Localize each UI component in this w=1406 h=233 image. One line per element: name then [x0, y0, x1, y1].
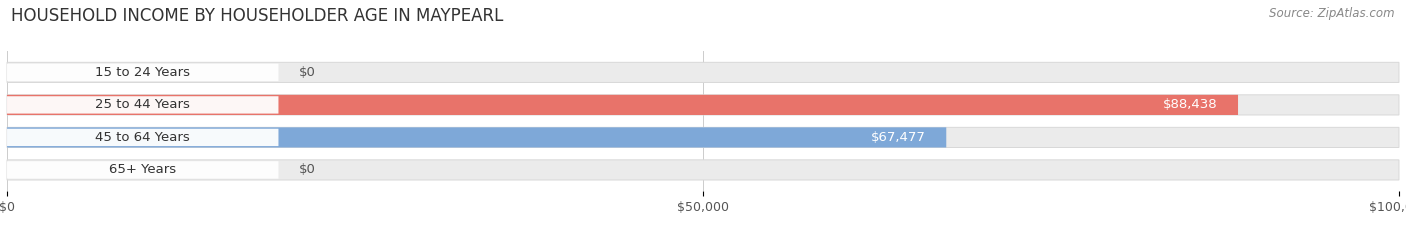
Text: $88,438: $88,438	[1163, 98, 1218, 111]
Text: 45 to 64 Years: 45 to 64 Years	[96, 131, 190, 144]
FancyBboxPatch shape	[7, 127, 946, 147]
Text: Source: ZipAtlas.com: Source: ZipAtlas.com	[1270, 7, 1395, 20]
FancyBboxPatch shape	[7, 62, 1399, 82]
Text: 65+ Years: 65+ Years	[110, 163, 176, 176]
FancyBboxPatch shape	[7, 160, 1399, 180]
Text: HOUSEHOLD INCOME BY HOUSEHOLDER AGE IN MAYPEARL: HOUSEHOLD INCOME BY HOUSEHOLDER AGE IN M…	[11, 7, 503, 25]
Text: $67,477: $67,477	[870, 131, 925, 144]
FancyBboxPatch shape	[7, 96, 278, 113]
Text: 25 to 44 Years: 25 to 44 Years	[96, 98, 190, 111]
Text: $0: $0	[299, 163, 316, 176]
FancyBboxPatch shape	[7, 95, 1399, 115]
FancyBboxPatch shape	[7, 64, 278, 81]
Text: $0: $0	[299, 66, 316, 79]
FancyBboxPatch shape	[7, 95, 1239, 115]
FancyBboxPatch shape	[7, 129, 278, 146]
Text: 15 to 24 Years: 15 to 24 Years	[96, 66, 190, 79]
FancyBboxPatch shape	[7, 161, 278, 179]
FancyBboxPatch shape	[7, 127, 1399, 147]
